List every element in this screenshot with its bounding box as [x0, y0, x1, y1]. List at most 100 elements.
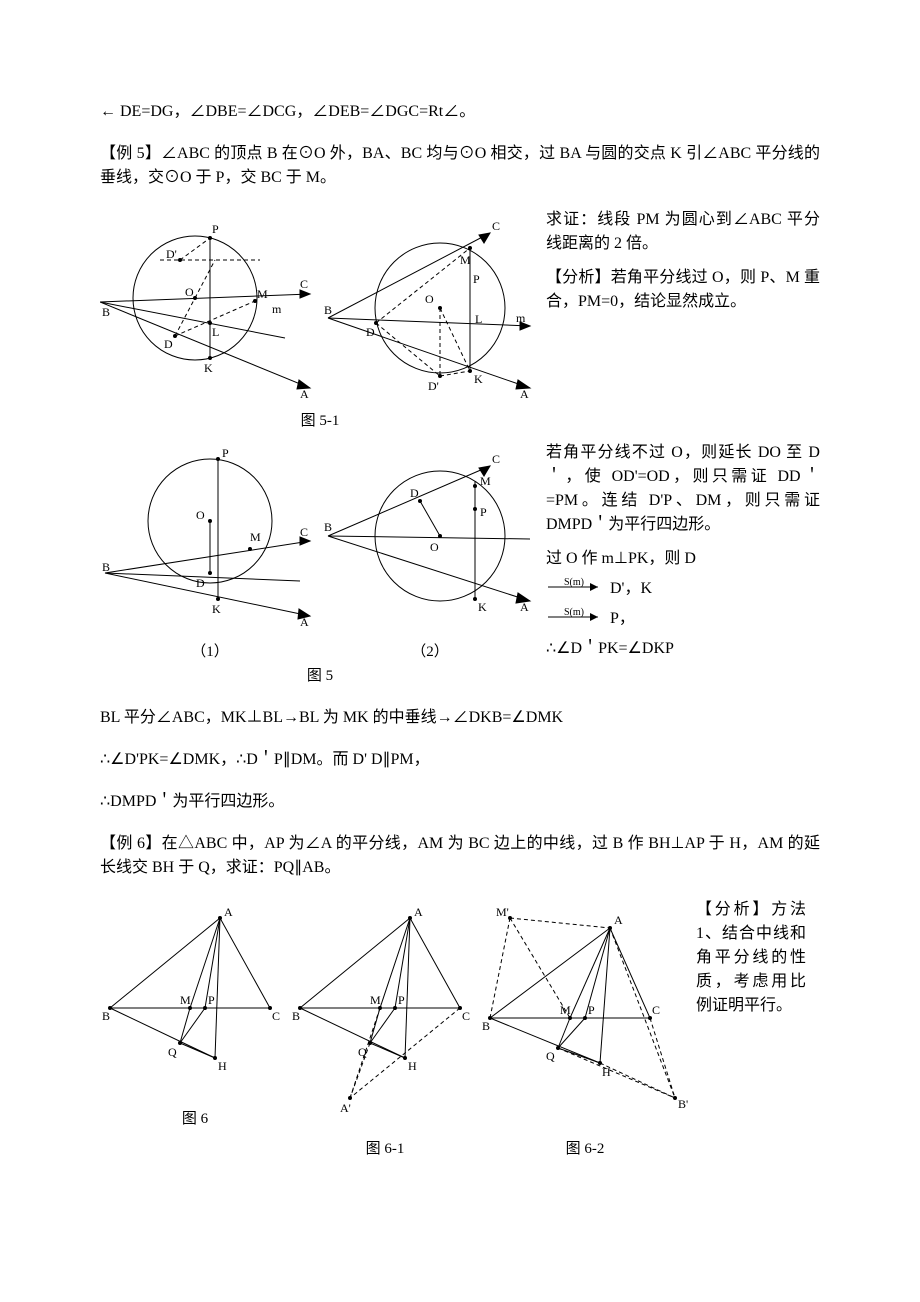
lbl-A: A [414, 905, 423, 919]
row-fig5-1: P D' O M m C B D L K A [100, 208, 820, 433]
lbl-D: D [366, 325, 375, 339]
lbl-H: H [218, 1059, 227, 1073]
fig5-1-group: P D' O M m C B D L K A [100, 208, 540, 433]
lbl-B: B [292, 1009, 300, 1023]
lbl-M: M [560, 1003, 571, 1017]
fig6: A B M P C Q H [100, 898, 290, 1098]
lbl-C: C [652, 1003, 660, 1017]
fig6-1: A B M P C Q H A' [290, 898, 480, 1128]
side-s5-tail: D'，K [610, 580, 652, 597]
lbl-C: C [492, 452, 500, 466]
lbl-L: L [212, 325, 219, 339]
fig5-1-right: C M P L m O B D D' K A [320, 208, 540, 408]
fig5-sub2: C M D P O B K A [320, 441, 540, 631]
lbl-B: B [102, 560, 110, 574]
ex6-statement: 【例 6】在△ABC 中，AP 为∠A 的平分线，AM 为 BC 边上的中线，过… [100, 832, 820, 880]
fig5-1-caption: 图 5-1 [100, 410, 540, 433]
arrow-sm-1: S(m) [546, 577, 606, 601]
lbl-P: P [588, 1003, 595, 1017]
ex6-side-text: 【分析】方法 1、结合中线和角平分线的性质，考虑用比例证明平行。 [696, 898, 806, 1018]
lbl-P: P [473, 272, 480, 286]
side-s5: S(m) D'，K [546, 577, 820, 601]
lbl-M_: M' [496, 905, 509, 919]
lbl-Q: Q [358, 1045, 367, 1059]
lbl-P: P [208, 993, 215, 1007]
line-reverse: ← DE=DG，∠DBE=∠DCG，∠DEB=∠DGC=Rt∠。 [100, 100, 820, 124]
lbl-C: C [272, 1009, 280, 1023]
fig5-group: P O M C B D K A （1） [100, 441, 540, 688]
lbl-P: P [212, 222, 219, 236]
side-s7: ∴∠D＇PK=∠DKP [546, 637, 820, 661]
fig5-sub1: P O M C B D K A [100, 441, 320, 631]
lbl-C: C [300, 525, 308, 539]
lbl-P: P [480, 505, 487, 519]
lbl-K: K [204, 361, 213, 375]
fig6-cap: 图 6 [100, 1108, 290, 1131]
lbl-D: D [410, 486, 419, 500]
svg-text:S(m): S(m) [564, 577, 584, 588]
lbl-O: O [430, 540, 439, 554]
lbl-O: O [196, 508, 205, 522]
lbl-M: M [250, 530, 261, 544]
fig6-group: A B M P C Q H 图 6 [100, 898, 690, 1161]
lbl-L: L [475, 312, 482, 326]
p-dp: ∴∠D'PK=∠DMK，∴D＇P∥DM。而 D' D∥PM， [100, 748, 820, 772]
lbl-D_: D' [428, 379, 439, 393]
lbl-D: D [196, 576, 205, 590]
lbl-M: M [480, 474, 491, 488]
lbl-M: M [257, 287, 268, 301]
lbl-C: C [492, 219, 500, 233]
lbl-A: A [300, 615, 309, 629]
lbl-P: P [398, 993, 405, 1007]
arrow-sm-2: S(m) [546, 607, 606, 631]
lbl-B: B [482, 1019, 490, 1033]
lbl-A: A [300, 387, 309, 401]
fig5-caption: 图 5 [100, 665, 540, 688]
fig6-1-cap: 图 6-1 [290, 1138, 480, 1161]
lbl-B: B [324, 520, 332, 534]
lbl-D: D [164, 337, 173, 351]
lbl-B_: B' [678, 1097, 688, 1111]
side-s1: 求证：线段 PM 为圆心到∠ABC 平分线距离的 2 倍。 [546, 208, 820, 256]
side-col-2: 若角平分线不过 O，则延长 DO 至 D＇，使 OD'=OD，则只需证 DD＇=… [540, 441, 820, 662]
lbl-B: B [102, 1009, 110, 1023]
lbl-O: O [185, 285, 194, 299]
lbl-Q: Q [546, 1049, 555, 1063]
lbl-M: M [180, 993, 191, 1007]
lbl-C: C [300, 277, 308, 291]
lbl-M: M [460, 253, 471, 267]
side-s4: 过 O 作 m⊥PK，则 D [546, 547, 820, 571]
lbl-A: A [520, 387, 529, 401]
fig5-sub1-cap: （1） [100, 641, 320, 664]
lbl-B: B [102, 305, 110, 319]
fig5-1-left: P D' O M m C B D L K A [100, 208, 320, 408]
side-col-1: 求证：线段 PM 为圆心到∠ABC 平分线距离的 2 倍。 【分析】若角平分线过… [540, 208, 820, 324]
svg-text:S(m): S(m) [564, 607, 584, 618]
lbl-H: H [602, 1065, 611, 1079]
lbl-B: B [324, 303, 332, 317]
lbl-D_: D' [166, 247, 177, 261]
fig6-2: A M' B M P C Q H B' [480, 898, 690, 1128]
p-dmpd: ∴DMPD＇为平行四边形。 [100, 790, 820, 814]
lbl-K: K [478, 600, 487, 614]
lbl-P: P [222, 446, 229, 460]
fig6-2-cap: 图 6-2 [480, 1138, 690, 1161]
side-s3: 若角平分线不过 O，则延长 DO 至 D＇，使 OD'=OD，则只需证 DD＇=… [546, 441, 820, 537]
side-s2: 【分析】若角平分线过 O，则 P、M 重合，PM=0，结论显然成立。 [546, 266, 820, 314]
lbl-m: m [272, 302, 282, 316]
lbl-A: A [224, 905, 233, 919]
lbl-M: M [370, 993, 381, 1007]
row-fig5: P O M C B D K A （1） [100, 441, 820, 688]
lbl-O: O [425, 292, 434, 306]
ex5-statement: 【例 5】∠ABC 的顶点 B 在⊙O 外，BA、BC 均与⊙O 相交，过 BA… [100, 142, 820, 190]
fig5-sub2-cap: （2） [320, 641, 540, 664]
lbl-m: m [516, 311, 526, 325]
ex6-side: 【分析】方法 1、结合中线和角平分线的性质，考虑用比例证明平行。 [690, 898, 806, 1018]
lbl-C: C [462, 1009, 470, 1023]
p-bl: BL 平分∠ABC，MK⊥BL→BL 为 MK 的中垂线→∠DKB=∠DMK [100, 706, 820, 730]
lbl-K: K [474, 372, 483, 386]
lbl-H: H [408, 1059, 417, 1073]
lbl-Q: Q [168, 1045, 177, 1059]
side-s6-tail: P， [610, 610, 635, 627]
lbl-A: A [614, 913, 623, 927]
